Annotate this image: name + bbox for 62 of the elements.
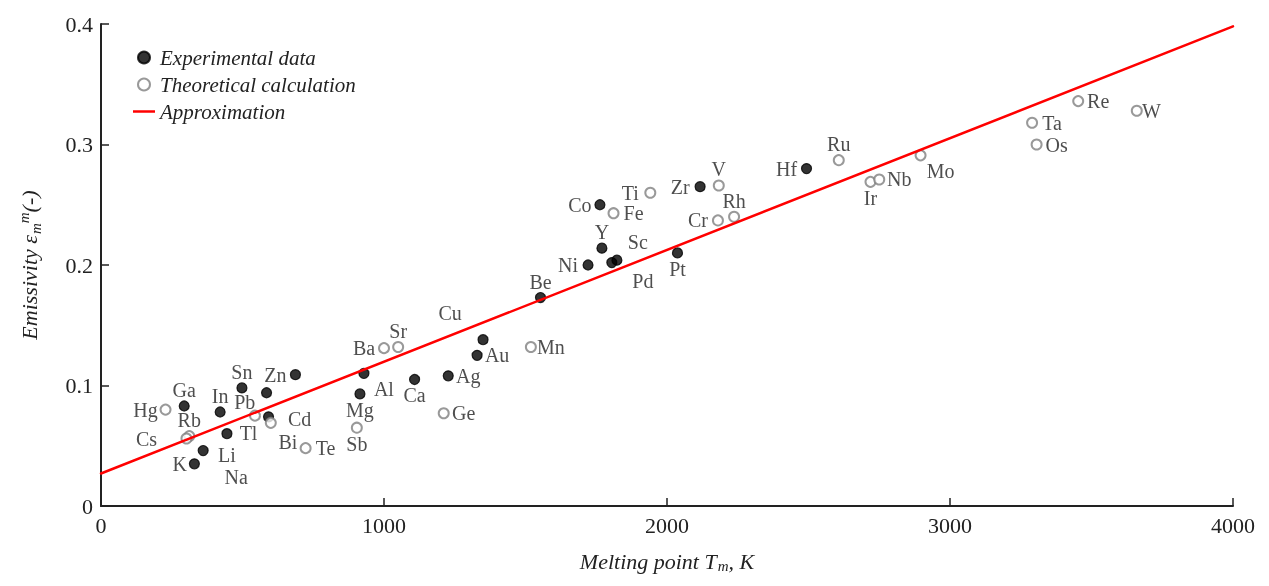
x-tick-label: 2000 <box>645 512 689 538</box>
data-label: Ge <box>452 402 476 425</box>
data-label: Ga <box>172 378 196 401</box>
data-label: Ca <box>403 384 426 407</box>
data-label: Ir <box>863 186 878 209</box>
data-label: Rh <box>722 189 746 212</box>
data-label: V <box>711 158 727 181</box>
x-tick-label: 3000 <box>928 512 972 538</box>
data-label: Sn <box>231 360 253 383</box>
data-label: Na <box>224 465 248 488</box>
data-label: Os <box>1045 133 1068 156</box>
y-tick-label: 0.2 <box>65 252 93 278</box>
x-tick-label: 1000 <box>362 512 406 538</box>
data-label: Ru <box>827 133 851 156</box>
data-label: Li <box>218 443 237 466</box>
data-label: Cu <box>438 302 462 325</box>
data-label: Zr <box>670 175 690 198</box>
legend-label: Experimental data <box>159 45 316 70</box>
data-label: Au <box>484 344 510 367</box>
data-label: Ag <box>456 364 481 388</box>
y-tick-label: 0.1 <box>65 373 93 398</box>
data-label: Hg <box>133 398 158 422</box>
data-label: Mg <box>346 398 374 422</box>
data-label: Pb <box>234 391 256 414</box>
data-label: Nb <box>887 168 912 191</box>
data-label: In <box>211 385 229 408</box>
data-label: K <box>172 452 188 475</box>
data-label: Pt <box>669 257 687 280</box>
data-label: Te <box>315 437 336 460</box>
data-label: Sb <box>346 432 368 455</box>
data-label: Mn <box>536 335 565 358</box>
legend-label: Theoretical calculation <box>160 72 356 97</box>
x-axis-title: Melting point Tm, K <box>578 549 756 574</box>
data-label: Rb <box>177 409 201 432</box>
data-label: Al <box>373 378 395 401</box>
data-label: Pd <box>632 269 654 292</box>
x-tick-label: 4000 <box>1211 512 1255 538</box>
data-label: Hf <box>775 157 798 180</box>
data-label: Be <box>529 270 552 293</box>
data-label: Sr <box>389 319 408 342</box>
data-label: Cd <box>287 408 312 431</box>
y-axis-title: Emissivity εmm(-) <box>15 190 44 341</box>
data-label: Re <box>1087 90 1110 113</box>
y-tick-label: 0.4 <box>65 11 93 37</box>
data-label: Bi <box>278 431 298 454</box>
data-label: Ti <box>621 181 640 204</box>
data-label: Cs <box>135 427 158 450</box>
data-label: Mo <box>926 160 955 183</box>
y-tick-label: 0.3 <box>65 132 93 157</box>
data-label: Co <box>568 193 592 216</box>
data-label: Zn <box>264 363 287 386</box>
data-label: Ni <box>558 254 579 276</box>
data-label: W <box>1142 99 1162 122</box>
data-label: Fe <box>623 202 644 225</box>
data-label: Tl <box>239 421 258 444</box>
data-label: Ba <box>352 337 376 360</box>
data-label: Sc <box>627 230 648 253</box>
data-label: Y <box>594 221 610 244</box>
data-label: Ta <box>1042 111 1063 134</box>
data-label: Cr <box>687 209 709 232</box>
y-tick-label: 0 <box>82 493 93 519</box>
legend-label: Approximation <box>158 99 286 124</box>
